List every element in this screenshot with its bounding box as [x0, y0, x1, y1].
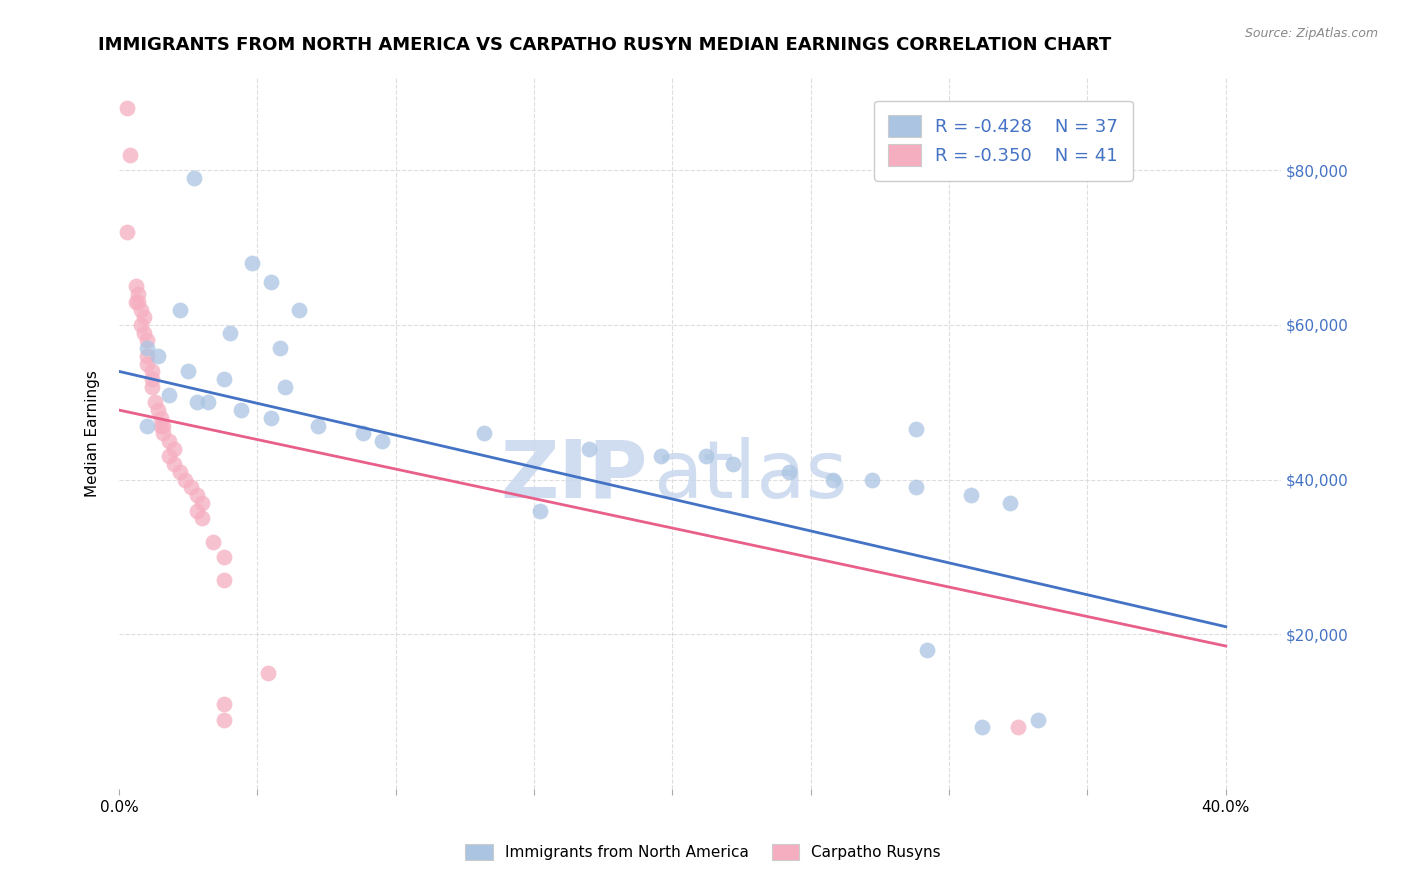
- Point: [157, 387, 180, 401]
- Point: [650, 450, 672, 464]
- Point: [135, 418, 157, 433]
- Point: [174, 473, 197, 487]
- Point: [152, 418, 174, 433]
- Point: [132, 326, 155, 340]
- Point: [307, 418, 329, 433]
- Point: [135, 334, 157, 348]
- Point: [915, 643, 938, 657]
- Point: [197, 395, 219, 409]
- Point: [120, 148, 142, 162]
- Point: [186, 395, 208, 409]
- Point: [529, 503, 551, 517]
- Point: [143, 395, 166, 409]
- Text: IMMIGRANTS FROM NORTH AMERICA VS CARPATHO RUSYN MEDIAN EARNINGS CORRELATION CHAR: IMMIGRANTS FROM NORTH AMERICA VS CARPATH…: [98, 36, 1112, 54]
- Point: [212, 574, 235, 588]
- Point: [212, 713, 235, 727]
- Point: [202, 534, 225, 549]
- Point: [183, 171, 205, 186]
- Point: [860, 473, 883, 487]
- Point: [124, 279, 146, 293]
- Text: Source: ZipAtlas.com: Source: ZipAtlas.com: [1244, 27, 1378, 40]
- Point: [578, 442, 600, 456]
- Point: [821, 473, 844, 487]
- Point: [218, 326, 240, 340]
- Point: [157, 434, 180, 448]
- Point: [778, 465, 800, 479]
- Point: [1007, 720, 1029, 734]
- Point: [191, 511, 214, 525]
- Point: [229, 403, 252, 417]
- Point: [169, 465, 191, 479]
- Point: [117, 225, 139, 239]
- Point: [169, 302, 191, 317]
- Point: [135, 349, 157, 363]
- Point: [371, 434, 394, 448]
- Point: [127, 287, 149, 301]
- Point: [472, 426, 495, 441]
- Point: [972, 720, 994, 734]
- Point: [998, 496, 1021, 510]
- Point: [149, 410, 172, 425]
- Point: [260, 276, 283, 290]
- Point: [117, 102, 139, 116]
- Point: [352, 426, 374, 441]
- Point: [157, 450, 180, 464]
- Point: [960, 488, 983, 502]
- Point: [695, 450, 717, 464]
- Point: [141, 372, 163, 386]
- Text: ZIP: ZIP: [501, 437, 648, 515]
- Point: [904, 422, 927, 436]
- Point: [163, 457, 186, 471]
- Point: [141, 380, 163, 394]
- Legend: R = -0.428    N = 37, R = -0.350    N = 41: R = -0.428 N = 37, R = -0.350 N = 41: [875, 101, 1133, 181]
- Point: [257, 666, 280, 681]
- Point: [163, 442, 186, 456]
- Point: [274, 380, 297, 394]
- Point: [135, 357, 157, 371]
- Point: [124, 294, 146, 309]
- Point: [191, 496, 214, 510]
- Point: [212, 372, 235, 386]
- Point: [129, 302, 152, 317]
- Point: [141, 364, 163, 378]
- Point: [904, 480, 927, 494]
- Point: [723, 457, 745, 471]
- Point: [146, 349, 169, 363]
- Point: [212, 697, 235, 711]
- Point: [152, 426, 174, 441]
- Point: [269, 341, 291, 355]
- Point: [146, 403, 169, 417]
- Point: [149, 418, 172, 433]
- Point: [127, 294, 149, 309]
- Point: [260, 410, 283, 425]
- Legend: Immigrants from North America, Carpatho Rusyns: Immigrants from North America, Carpatho …: [458, 838, 948, 866]
- Point: [129, 318, 152, 332]
- Point: [240, 256, 263, 270]
- Text: atlas: atlas: [654, 437, 848, 515]
- Point: [177, 364, 200, 378]
- Point: [186, 503, 208, 517]
- Point: [186, 488, 208, 502]
- Point: [180, 480, 202, 494]
- Point: [132, 310, 155, 325]
- Point: [1026, 713, 1049, 727]
- Point: [288, 302, 311, 317]
- Point: [212, 550, 235, 565]
- Y-axis label: Median Earnings: Median Earnings: [86, 370, 100, 497]
- Point: [135, 341, 157, 355]
